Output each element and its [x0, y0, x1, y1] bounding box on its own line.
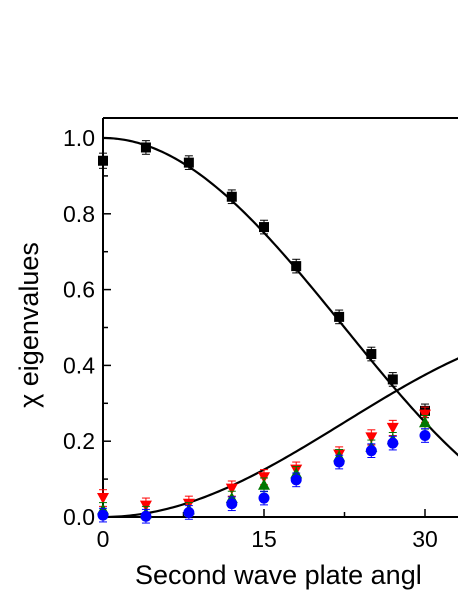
data-point — [365, 432, 378, 444]
data-point — [386, 422, 399, 434]
data-point — [98, 155, 108, 166]
fit-curve-2 — [102, 357, 458, 519]
series-4 — [97, 428, 431, 524]
data-point — [97, 509, 109, 521]
data-point — [258, 478, 270, 490]
y-tick-label: 0.0 — [63, 504, 95, 530]
data-point — [226, 498, 238, 510]
y-tick-label: 0.8 — [63, 201, 95, 227]
data-point — [387, 374, 398, 385]
series-1 — [98, 140, 430, 419]
x-tick-label: 15 — [251, 526, 277, 552]
x-tick-label: 0 — [97, 526, 110, 552]
data-point — [291, 261, 302, 272]
x-tick-label: 30 — [412, 526, 438, 552]
axes — [102, 117, 458, 518]
data-point — [183, 157, 194, 168]
data-point — [366, 349, 377, 360]
data-point — [333, 456, 345, 468]
data-point — [259, 222, 269, 233]
data-point — [258, 492, 270, 504]
data-point — [290, 474, 302, 486]
y-tick-label: 0.2 — [63, 428, 95, 454]
data-point — [183, 506, 195, 518]
data-point — [140, 510, 152, 522]
data-point — [226, 191, 237, 202]
data-point — [365, 445, 377, 457]
data-point — [140, 142, 151, 153]
data-point — [334, 311, 345, 322]
tick-labels: 0.0 0.2 0.4 0.6 0.8 1.0 0 15 30 — [63, 125, 438, 552]
data-point — [419, 416, 431, 428]
x-axis-title: Second wave plate angl — [135, 560, 422, 590]
data-marks — [97, 140, 431, 524]
y-tick-label: 1.0 — [63, 125, 95, 151]
y-axis-title: χ eigenvalues — [14, 242, 44, 408]
data-point — [387, 437, 399, 449]
y-tick-label: 0.4 — [63, 352, 95, 378]
data-point — [225, 483, 238, 495]
data-point — [419, 430, 431, 442]
data-point — [97, 493, 109, 505]
fit-curves — [102, 136, 458, 519]
fit-curve-1 — [102, 136, 458, 457]
y-tick-label: 0.6 — [63, 277, 95, 303]
